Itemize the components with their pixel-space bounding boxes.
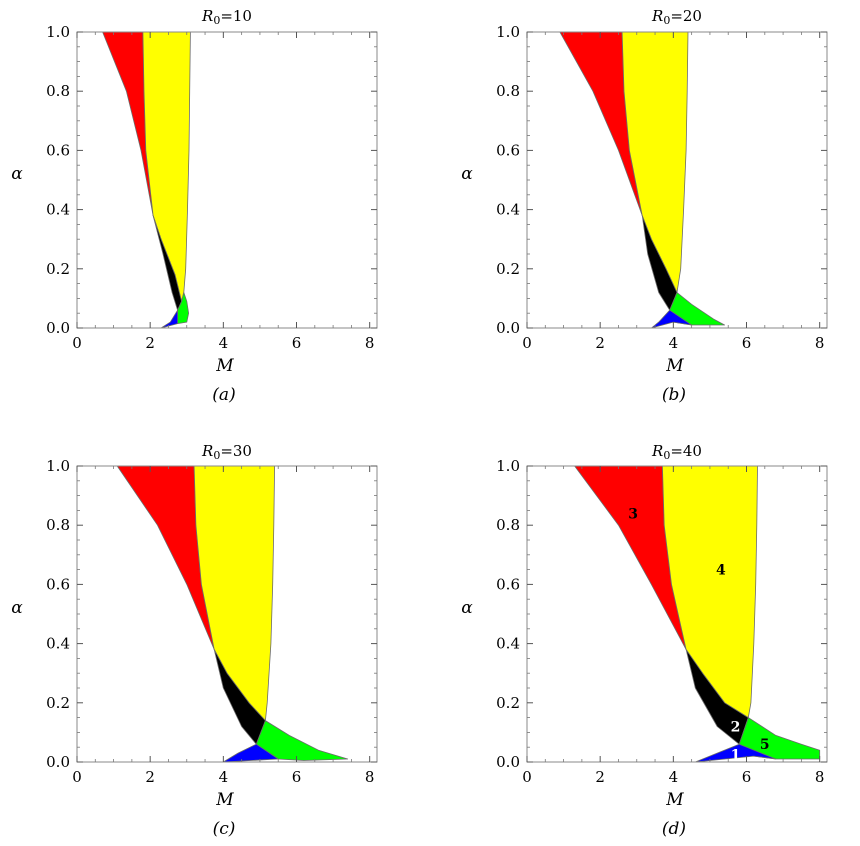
region-label-4: 4 <box>716 563 726 579</box>
chart-title: R0=40 <box>651 442 702 462</box>
chart-panel-2: 0 2 4 6 8 0.0 0.2 0.4 0.6 0.8 1.0 R0=20 Mα (b) <box>461 7 828 405</box>
y-tick-label: 0.0 <box>496 319 520 337</box>
y-axis-label: α <box>461 598 473 618</box>
x-axis-label: M <box>665 790 684 810</box>
chart-title: R0=20 <box>651 7 702 27</box>
x-tick-label: 4 <box>219 334 229 352</box>
x-tick-label: 8 <box>365 334 375 352</box>
y-tick-label: 1.0 <box>46 23 70 41</box>
x-tick-label: 8 <box>815 768 825 786</box>
y-tick-label: 1.0 <box>46 457 70 475</box>
region-1-area <box>694 743 777 763</box>
y-tick-label: 1.0 <box>496 23 520 41</box>
chart-panel-4: 0 2 4 6 8 0.0 0.2 0.4 0.6 0.8 1.0 R0=40 Mα (d) 3 4 2 5 1 <box>461 442 828 839</box>
x-tick-label: 2 <box>145 768 155 786</box>
y-tick-label: 0.6 <box>496 141 520 159</box>
x-tick-label: 4 <box>669 768 679 786</box>
x-tick-label: 8 <box>815 334 825 352</box>
panel-caption: (c) <box>213 819 236 839</box>
chart-panel-1: 0 2 4 6 8 0.0 0.2 0.4 0.6 0.8 1.0 R0=10 Mα (a) <box>11 7 378 405</box>
y-tick-label: 0.8 <box>496 516 520 534</box>
x-tick-label: 0 <box>522 768 532 786</box>
region-4-area <box>662 465 758 718</box>
panel-caption: (b) <box>662 385 686 405</box>
y-axis-label: α <box>11 164 23 184</box>
x-axis-label: M <box>665 356 684 376</box>
y-tick-label: 0.2 <box>496 694 520 712</box>
region-label-1: 1 <box>731 748 741 764</box>
region-1-area <box>651 309 692 329</box>
y-tick-label: 0.8 <box>496 82 520 100</box>
panel-caption: (d) <box>662 819 686 839</box>
x-tick-label: 0 <box>522 334 532 352</box>
region-1-area <box>160 309 179 329</box>
y-tick-label: 0.4 <box>496 635 520 653</box>
region-4-area <box>193 465 276 721</box>
x-tick-label: 6 <box>742 334 752 352</box>
x-tick-label: 2 <box>595 334 605 352</box>
chart-title: R0=30 <box>201 442 252 462</box>
y-tick-label: 0.4 <box>46 201 70 219</box>
x-tick-label: 8 <box>365 768 375 786</box>
y-tick-label: 0.6 <box>46 141 70 159</box>
x-tick-label: 2 <box>145 334 155 352</box>
x-tick-label: 6 <box>292 334 302 352</box>
x-tick-label: 6 <box>742 768 752 786</box>
y-axis-label: α <box>11 598 23 618</box>
y-axis-label: α <box>461 164 473 184</box>
y-tick-label: 0.2 <box>496 260 520 278</box>
y-tick-label: 0.0 <box>496 753 520 771</box>
y-tick-label: 0.8 <box>46 82 70 100</box>
y-tick-label: 1.0 <box>496 457 520 475</box>
y-tick-label: 0.2 <box>46 260 70 278</box>
panel-caption: (a) <box>212 385 235 405</box>
y-tick-label: 0.2 <box>46 694 70 712</box>
y-tick-label: 0.4 <box>46 635 70 653</box>
x-tick-label: 0 <box>72 334 82 352</box>
chart-panel-3: 0 2 4 6 8 0.0 0.2 0.4 0.6 0.8 1.0 R0=30 Mα (c) <box>11 442 378 839</box>
x-tick-label: 4 <box>669 334 679 352</box>
region-label-2: 2 <box>731 719 741 735</box>
region-label-5: 5 <box>760 737 770 753</box>
y-tick-label: 0.0 <box>46 319 70 337</box>
y-tick-label: 0.0 <box>46 753 70 771</box>
x-tick-label: 2 <box>595 768 605 786</box>
y-tick-label: 0.4 <box>496 201 520 219</box>
x-tick-label: 4 <box>219 768 229 786</box>
x-tick-label: 6 <box>292 768 302 786</box>
y-tick-label: 0.6 <box>46 575 70 593</box>
x-tick-label: 0 <box>72 768 82 786</box>
y-tick-label: 0.8 <box>46 516 70 534</box>
chart-title: R0=10 <box>201 7 252 27</box>
y-tick-label: 0.6 <box>496 575 520 593</box>
region-label-3: 3 <box>628 506 638 522</box>
x-axis-label: M <box>215 790 234 810</box>
x-axis-label: M <box>215 356 234 376</box>
